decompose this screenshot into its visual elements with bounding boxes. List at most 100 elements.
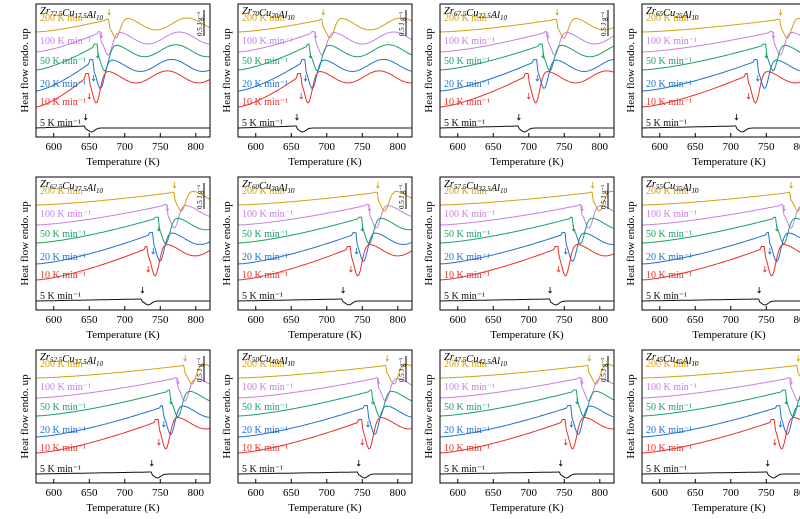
legend-label-6: 5 K min⁻¹ bbox=[646, 118, 687, 129]
series-line-3 bbox=[642, 43, 800, 72]
tg-arrow bbox=[569, 421, 574, 428]
series-line-4 bbox=[36, 59, 210, 92]
x-tick-label: 700 bbox=[723, 487, 740, 499]
title-subscript: 10 bbox=[500, 14, 508, 22]
x-axis-label: Temperature (K) bbox=[490, 156, 564, 168]
tg-arrow bbox=[376, 182, 380, 189]
y-axis-label: Heat flow endo. up bbox=[19, 201, 31, 286]
title-subscript: 10 bbox=[500, 187, 508, 195]
tg-arrow bbox=[313, 32, 318, 39]
title-element: Zr bbox=[40, 6, 51, 17]
legend-label-1: 200 K min⁻¹ bbox=[444, 186, 495, 197]
x-tick-label: 600 bbox=[450, 487, 467, 499]
subplot-title: Zr67.5Cu22.5Al10 bbox=[444, 6, 508, 22]
legend-label-5: 10 K min⁻¹ bbox=[242, 97, 288, 108]
tg-arrow bbox=[575, 398, 579, 405]
x-tick-label: 650 bbox=[687, 314, 704, 326]
title-subscript: 57.5 bbox=[454, 183, 467, 191]
title-subscript: 72.5 bbox=[50, 10, 63, 18]
title-subscript: 50 bbox=[252, 356, 260, 364]
subplot-5: 200 K min⁻¹ 100 K min⁻¹ 50 K min⁻¹ 20 K min… bbox=[19, 176, 211, 341]
series-line-5 bbox=[36, 244, 210, 281]
plot-frame bbox=[237, 3, 413, 138]
subplot-3: 200 K min⁻¹ 100 K min⁻¹ 50 K min⁻¹ 20 K min… bbox=[423, 3, 615, 168]
tg-arrow bbox=[376, 378, 381, 385]
legend-label-6: 5 K min⁻¹ bbox=[444, 464, 485, 475]
series-line-6 bbox=[36, 471, 210, 479]
tg-arrow bbox=[341, 287, 345, 294]
plot-frame bbox=[35, 176, 211, 311]
legend-label-6: 5 K min⁻¹ bbox=[444, 118, 485, 129]
series-line-5 bbox=[238, 70, 412, 108]
legend-label-3: 50 K min⁻¹ bbox=[444, 56, 490, 67]
series-line-2 bbox=[36, 204, 210, 229]
series-line-1 bbox=[36, 17, 210, 39]
tg-arrow bbox=[563, 439, 568, 446]
series-line-1 bbox=[440, 363, 614, 385]
legend-label-2: 100 K min⁻¹ bbox=[444, 382, 495, 393]
series-line-4 bbox=[440, 232, 614, 265]
scale-label: 0.5 J g⁻¹ bbox=[196, 185, 204, 209]
series-line-4 bbox=[238, 59, 412, 92]
series-line-2 bbox=[238, 31, 412, 56]
subplot-1: 200 K min⁻¹ 100 K min⁻¹ 50 K min⁻¹ 20 K min… bbox=[19, 3, 211, 168]
title-subscript: 20 bbox=[271, 12, 279, 20]
curves bbox=[36, 182, 210, 306]
title-element: Al bbox=[681, 10, 691, 21]
subplot-2: 200 K min⁻¹ 100 K min⁻¹ 50 K min⁻¹ 20 K min… bbox=[221, 3, 413, 168]
legend-label-3: 50 K min⁻¹ bbox=[40, 402, 86, 413]
subplot-11: 200 K min⁻¹ 100 K min⁻¹ 50 K min⁻¹ 20 K min… bbox=[423, 349, 615, 514]
x-tick-label: 800 bbox=[592, 141, 609, 153]
legend-label-5: 10 K min⁻¹ bbox=[646, 270, 692, 281]
legend-label-3: 50 K min⁻¹ bbox=[40, 229, 86, 240]
tg-arrow bbox=[517, 114, 521, 121]
scale-label: 0.5 J g⁻¹ bbox=[398, 12, 406, 36]
series-line-6 bbox=[238, 471, 412, 479]
tg-arrow bbox=[587, 355, 591, 362]
scale-label: 0.5 J g⁻¹ bbox=[196, 358, 204, 382]
title-element: Zr bbox=[242, 6, 253, 17]
x-tick-label: 650 bbox=[687, 141, 704, 153]
tg-arrow bbox=[784, 398, 788, 405]
x-tick-label: 700 bbox=[117, 141, 134, 153]
legend-label-1: 200 K min⁻¹ bbox=[646, 186, 697, 197]
subplot-8: 200 K min⁻¹ 100 K min⁻¹ 50 K min⁻¹ 20 K min… bbox=[625, 176, 800, 341]
legend-label-5: 10 K min⁻¹ bbox=[646, 443, 692, 454]
series-line-6 bbox=[36, 298, 210, 306]
title-element: Cu bbox=[259, 8, 271, 19]
title-element: Zr bbox=[646, 179, 657, 190]
title-subscript: 55 bbox=[656, 183, 664, 191]
subplot-title: Zr60Cu30Al10 bbox=[242, 179, 295, 195]
x-tick-label: 800 bbox=[390, 487, 407, 499]
legend-label-1: 200 K min⁻¹ bbox=[40, 13, 91, 24]
legend-label-6: 5 K min⁻¹ bbox=[242, 118, 283, 129]
title-element: Zr bbox=[40, 179, 51, 190]
x-tick-label: 600 bbox=[46, 314, 63, 326]
x-axis-label: Temperature (K) bbox=[86, 156, 160, 168]
tg-arrow bbox=[764, 52, 769, 59]
tg-arrow bbox=[580, 205, 584, 212]
curves bbox=[440, 355, 614, 479]
series-line-3 bbox=[642, 216, 800, 245]
legend-label-3: 50 K min⁻¹ bbox=[242, 402, 288, 413]
y-axis-label: Heat flow endo. up bbox=[221, 28, 233, 113]
curves bbox=[642, 9, 800, 133]
x-tick-label: 750 bbox=[758, 487, 775, 499]
x-axis-label: Temperature (K) bbox=[692, 329, 766, 341]
legend-label-3: 50 K min⁻¹ bbox=[646, 229, 692, 240]
x-tick-label: 600 bbox=[450, 141, 467, 153]
x-axis-label: Temperature (K) bbox=[692, 502, 766, 514]
tg-arrow bbox=[354, 248, 359, 255]
x-tick-label: 700 bbox=[319, 314, 336, 326]
title-element: Cu bbox=[259, 181, 271, 192]
tg-arrow bbox=[371, 398, 375, 405]
legend-label-2: 100 K min⁻¹ bbox=[444, 209, 495, 220]
series-line-5 bbox=[440, 70, 614, 108]
subplot-9: 200 K min⁻¹ 100 K min⁻¹ 50 K min⁻¹ 20 K min… bbox=[19, 349, 211, 514]
series-line-6 bbox=[440, 471, 614, 479]
tg-arrow bbox=[541, 52, 545, 59]
x-tick-label: 750 bbox=[758, 314, 775, 326]
series-line-5 bbox=[642, 243, 800, 281]
x-tick-label: 750 bbox=[354, 487, 371, 499]
x-tick-label: 600 bbox=[248, 141, 265, 153]
